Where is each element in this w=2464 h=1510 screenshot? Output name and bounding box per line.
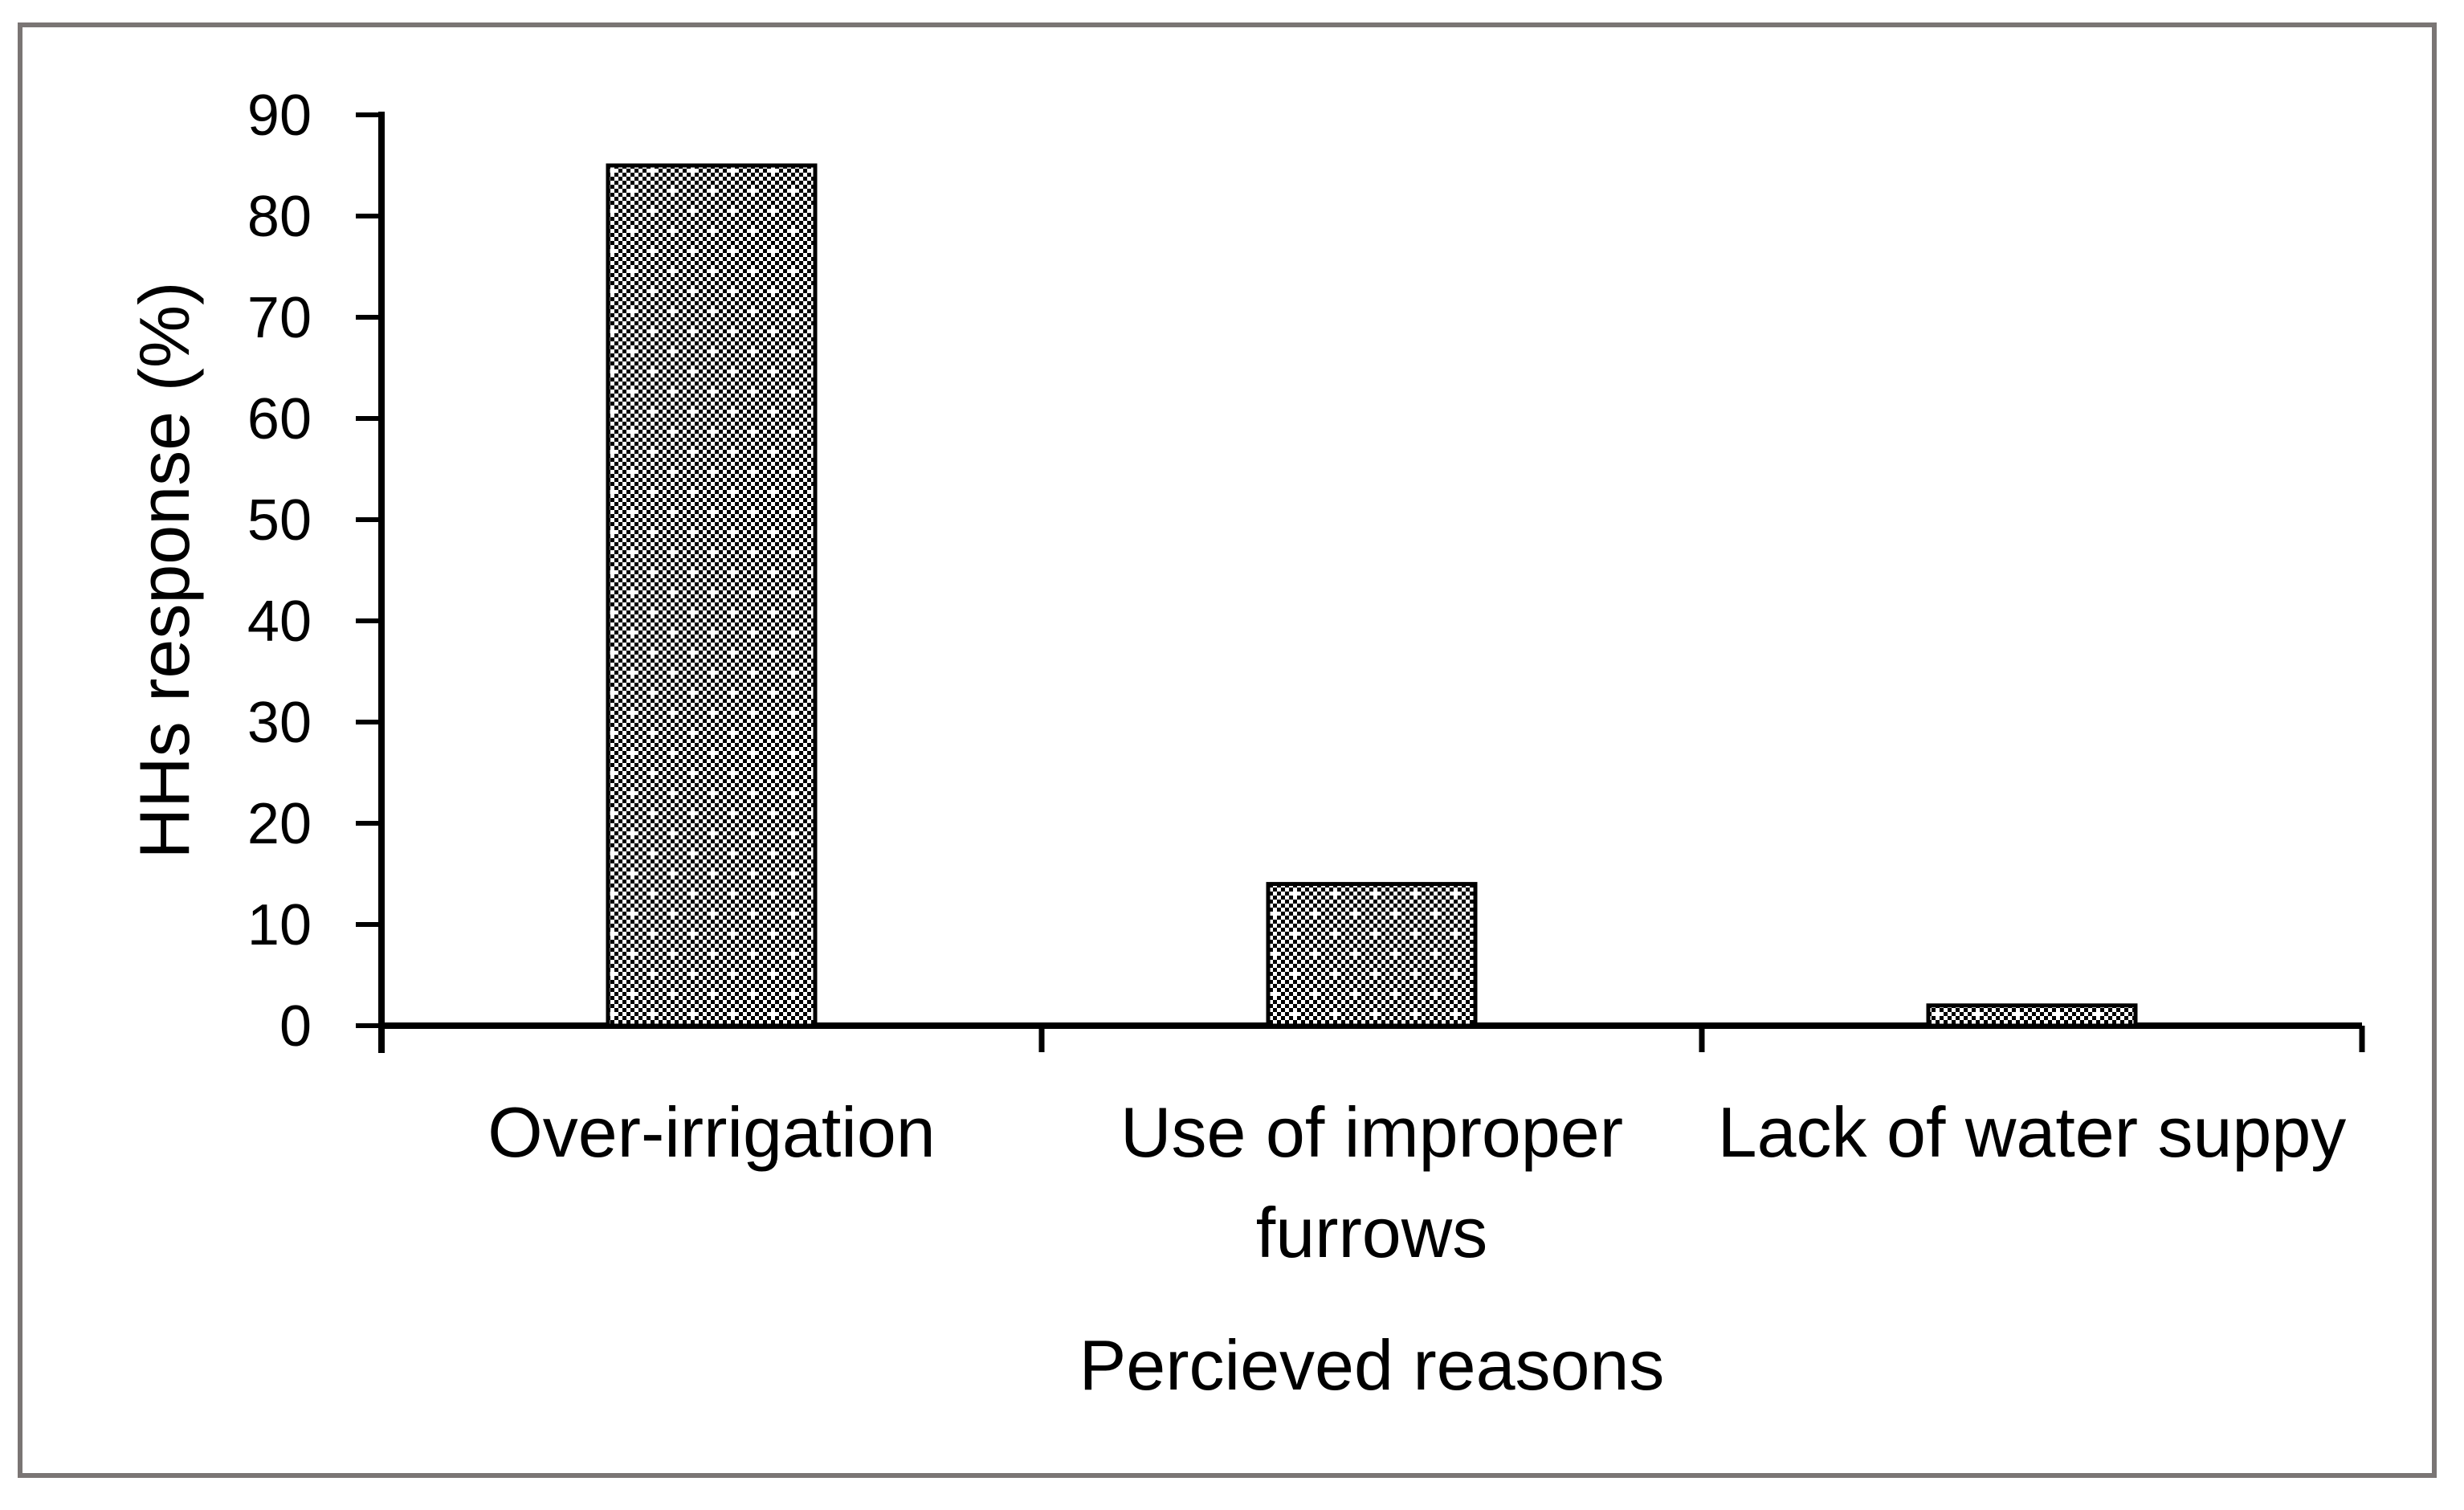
- y-axis-tick-label: 0: [279, 994, 312, 1059]
- y-axis-tick-label: 60: [247, 387, 312, 451]
- chart-frame: [18, 22, 2437, 1478]
- plot-area: 0 10 20 30 40 50 60 70 80 90 Over-irrigation Use of…: [247, 84, 2365, 1272]
- y-axis-tick-label: 20: [247, 792, 312, 856]
- y-axis-tick-label: 90: [247, 84, 312, 148]
- y-axis-tick-label: 50: [247, 488, 312, 553]
- bar-use-of-improper-furrows: [1266, 882, 1478, 1028]
- category-label: furrows: [1256, 1193, 1488, 1272]
- y-axis-tick-label: 80: [247, 185, 312, 249]
- y-axis-tick-label: 70: [247, 286, 312, 350]
- y-axis-tick-label: 40: [247, 590, 312, 654]
- category-label: Lack of water suppy: [1718, 1092, 2347, 1172]
- category-label: Over-irrigation: [487, 1092, 935, 1172]
- y-axis-title: HHs response (%): [124, 282, 204, 859]
- y-axis-tick-label: 10: [247, 893, 312, 957]
- category-label: Use of improper: [1120, 1092, 1623, 1172]
- bar-over-irrigation: [606, 163, 818, 1028]
- y-axis-tick-label: 30: [247, 691, 312, 755]
- bar-lack-of-water-suppy: [1926, 1003, 2138, 1028]
- x-axis-title: Percieved reasons: [1079, 1325, 1665, 1405]
